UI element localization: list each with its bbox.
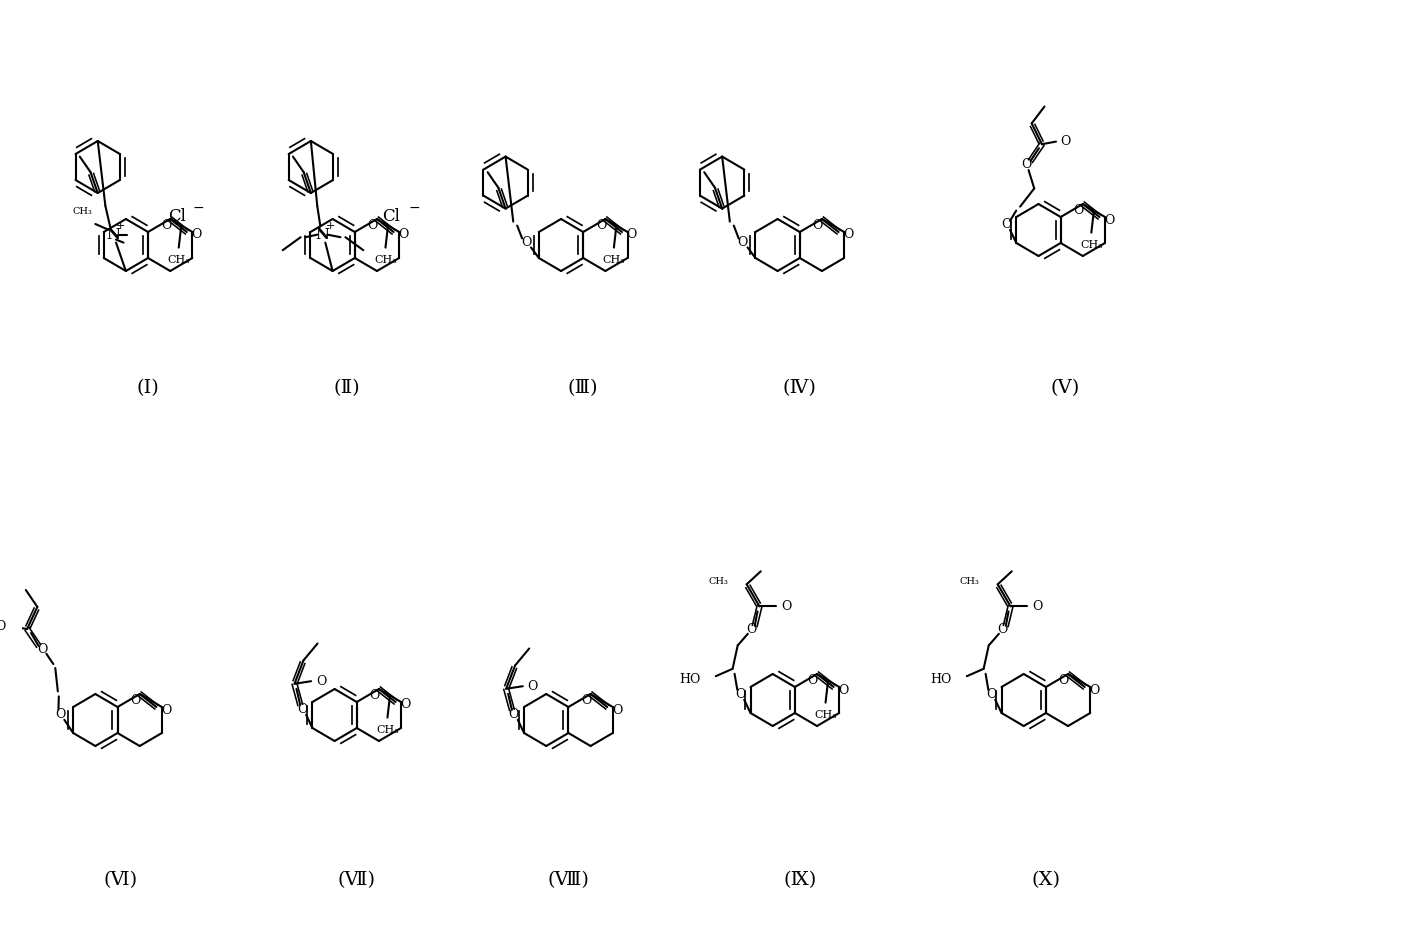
Text: (Ⅴ): (Ⅴ) [1051, 379, 1080, 397]
Text: O: O [131, 694, 140, 707]
Text: +: + [116, 221, 126, 230]
Text: O: O [1032, 599, 1042, 613]
Text: CH₃: CH₃ [1080, 240, 1103, 249]
Text: O: O [735, 688, 745, 701]
Text: O: O [627, 228, 637, 242]
Text: O: O [813, 219, 823, 232]
Text: O: O [612, 703, 623, 716]
Text: (Ⅶ): (Ⅶ) [338, 871, 376, 889]
Text: O: O [400, 699, 410, 712]
Text: O: O [399, 228, 409, 242]
Text: (Ⅹ): (Ⅹ) [1032, 871, 1060, 889]
Text: O: O [192, 228, 201, 242]
Text: (Ⅱ): (Ⅱ) [333, 379, 360, 397]
Text: O: O [1059, 674, 1069, 687]
Text: Cl: Cl [167, 208, 186, 225]
Text: (Ⅳ): (Ⅳ) [783, 379, 817, 397]
Text: N: N [315, 228, 329, 242]
Text: (Ⅸ): (Ⅸ) [783, 871, 816, 889]
Text: N: N [106, 228, 121, 242]
Text: O: O [160, 219, 172, 232]
Text: +: + [325, 221, 335, 230]
Text: (Ⅷ): (Ⅷ) [548, 871, 589, 889]
Text: O: O [160, 703, 172, 716]
Text: −: − [193, 201, 204, 214]
Text: −: − [409, 201, 420, 214]
Text: O: O [508, 708, 519, 721]
Text: O: O [986, 688, 996, 701]
Text: O: O [582, 694, 592, 707]
Text: O: O [843, 228, 854, 242]
Text: O: O [368, 219, 377, 232]
Text: (Ⅵ): (Ⅵ) [104, 871, 138, 889]
Text: HO: HO [931, 673, 952, 685]
Text: O: O [780, 599, 792, 613]
Text: O: O [297, 703, 308, 716]
Text: (Ⅲ): (Ⅲ) [568, 379, 599, 397]
Text: O: O [1060, 135, 1071, 148]
Text: O: O [37, 643, 48, 656]
Text: O: O [1073, 204, 1084, 217]
Text: O: O [1022, 159, 1032, 172]
Text: O: O [0, 620, 6, 632]
Text: CH₃: CH₃ [959, 577, 979, 586]
Text: O: O [369, 689, 380, 702]
Text: O: O [1104, 213, 1114, 227]
Text: CH₃: CH₃ [167, 255, 190, 264]
Text: O: O [316, 675, 326, 687]
Text: O: O [839, 683, 849, 697]
Text: CH₃: CH₃ [375, 255, 397, 264]
Text: CH₃: CH₃ [603, 255, 626, 264]
Text: O: O [55, 708, 65, 721]
Text: Cl: Cl [382, 208, 400, 225]
Text: O: O [521, 236, 531, 249]
Text: O: O [807, 674, 817, 687]
Text: O: O [596, 219, 606, 232]
Text: CH₃: CH₃ [72, 208, 92, 216]
Text: O: O [998, 623, 1007, 636]
Text: CH₃: CH₃ [710, 577, 729, 586]
Text: O: O [528, 680, 538, 693]
Text: O: O [746, 623, 756, 636]
Text: (Ⅰ): (Ⅰ) [136, 379, 159, 397]
Text: HO: HO [680, 673, 701, 685]
Text: O: O [1090, 683, 1100, 697]
Text: O: O [1000, 218, 1012, 231]
Text: CH₃: CH₃ [815, 710, 837, 719]
Text: O: O [738, 236, 748, 249]
Text: CH₃: CH₃ [376, 725, 399, 734]
